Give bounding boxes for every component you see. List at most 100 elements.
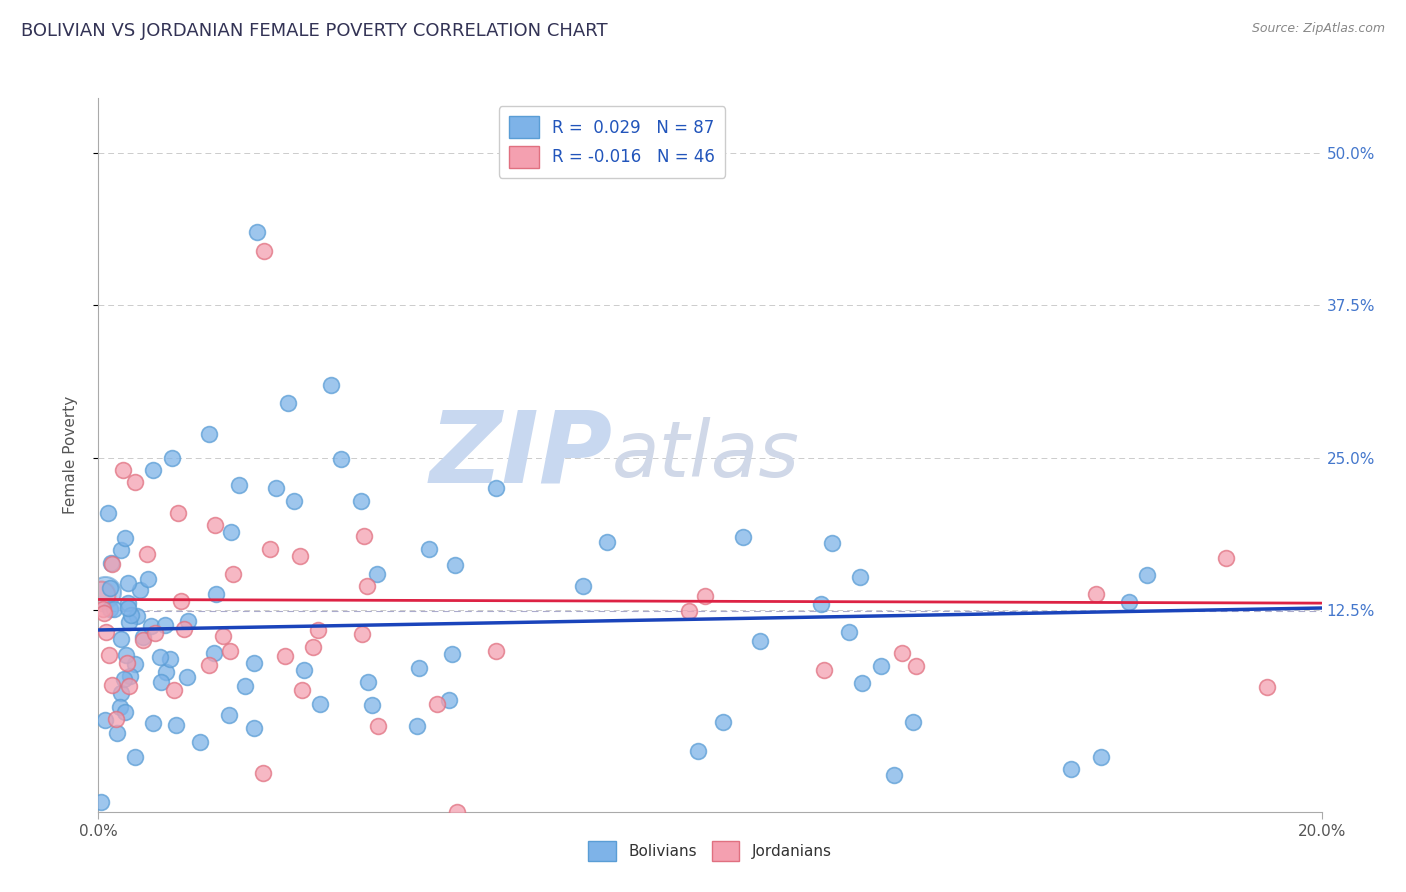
Text: ZIP: ZIP [429,407,612,503]
Point [101,678,124,692]
Point [222,566,245,581]
Point [838,624,860,639]
Point [849,570,872,584]
Point [1256,681,1278,695]
Point [93,606,115,620]
Point [117,576,139,591]
Point [366,567,388,582]
Point [118,679,141,693]
Point [176,669,198,683]
Point [198,658,221,673]
Point [124,657,146,672]
Point [218,708,240,723]
Point [443,558,465,572]
Point [105,725,128,739]
Point [233,679,256,693]
Point [274,649,297,664]
Point [160,450,183,465]
Point [678,604,700,618]
Point [571,579,593,593]
Point [204,587,226,601]
Point [167,506,190,520]
Legend: Bolivians, Jordanians: Bolivians, Jordanians [581,833,839,868]
Point [1118,595,1140,609]
Point [408,660,430,674]
Point [127,608,149,623]
Point [290,549,312,563]
Point [101,558,124,572]
Point [159,651,181,665]
Point [115,657,138,671]
Text: Source: ZipAtlas.com: Source: ZipAtlas.com [1251,22,1385,36]
Point [686,744,709,758]
Point [277,396,299,410]
Point [118,615,141,630]
Point [149,649,172,664]
Point [361,698,384,713]
Point [117,601,139,615]
Point [246,225,269,239]
Point [350,626,373,640]
Point [163,682,186,697]
Point [252,244,274,258]
Point [446,805,468,819]
Point [252,766,274,780]
Point [219,644,242,658]
Point [111,463,134,477]
Y-axis label: Female Poverty: Female Poverty [63,396,77,514]
Point [202,646,225,660]
Point [821,536,844,550]
Point [870,659,893,673]
Point [596,535,619,549]
Point [155,665,177,679]
Point [97,648,120,662]
Point [173,622,195,636]
Point [114,672,136,686]
Point [883,768,905,782]
Point [103,601,125,615]
Point [136,547,159,561]
Point [143,625,166,640]
Point [851,676,873,690]
Point [120,668,142,682]
Point [132,632,155,647]
Point [94,624,117,639]
Point [904,658,927,673]
Point [124,475,146,490]
Point [1215,550,1237,565]
Point [124,750,146,764]
Point [283,493,305,508]
Point [221,524,243,539]
Point [264,482,287,496]
Point [149,675,172,690]
Point [98,581,121,595]
Point [485,643,508,657]
Point [139,619,162,633]
Point [350,493,373,508]
Point [105,712,128,726]
Point [110,632,132,646]
Point [132,630,155,644]
Point [94,713,117,727]
Point [891,646,914,660]
Point [302,640,325,654]
Point [353,529,375,543]
Point [329,451,352,466]
Point [711,715,734,730]
Point [406,719,429,733]
Point [1060,762,1083,776]
Text: atlas: atlas [612,417,800,493]
Point [1136,568,1159,582]
Point [120,608,142,623]
Point [90,795,112,809]
Point [188,735,211,749]
Point [211,629,233,643]
Point [309,697,332,711]
Text: BOLIVIAN VS JORDANIAN FEMALE POVERTY CORRELATION CHART: BOLIVIAN VS JORDANIAN FEMALE POVERTY COR… [21,22,607,40]
Point [117,596,139,610]
Point [243,721,266,735]
Point [813,663,835,677]
Point [319,377,342,392]
Point [292,663,315,677]
Point [98,601,121,615]
